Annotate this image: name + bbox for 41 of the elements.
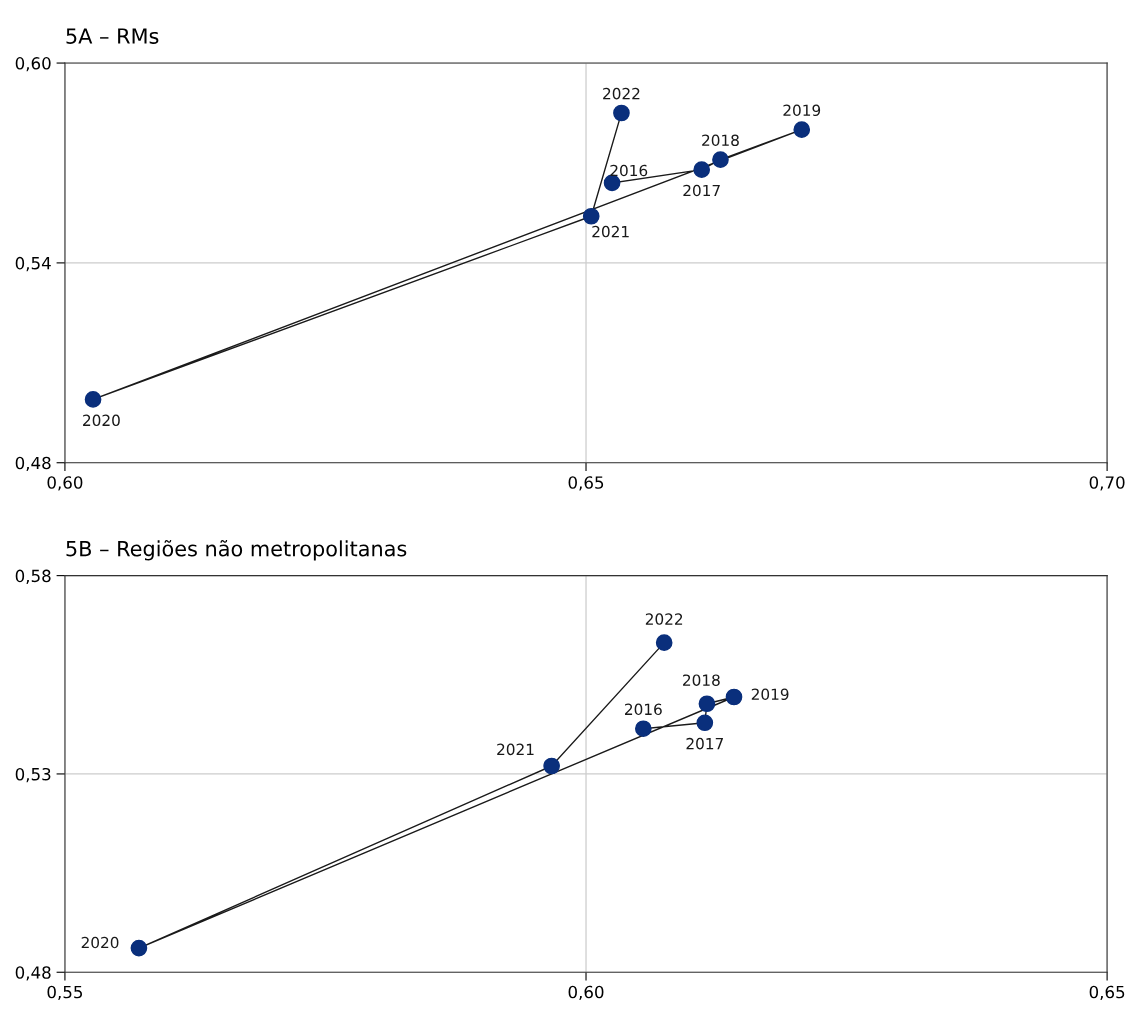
annotation: 2018 <box>683 674 720 686</box>
annotation: 2020 <box>81 936 119 949</box>
annotation: 2022 <box>645 613 683 625</box>
point <box>793 121 811 139</box>
chart-title: 5B – Regiões não metropolitanas <box>66 539 407 561</box>
y-tick-label: 0,58 <box>15 569 51 584</box>
point <box>698 695 716 713</box>
point <box>655 634 673 651</box>
point <box>84 391 102 408</box>
annotation: 2017 <box>686 737 723 750</box>
point <box>130 939 148 957</box>
y-tick-label: 0,60 <box>15 57 51 72</box>
annotation: 2016 <box>625 703 662 716</box>
x-tick-label: 0,70 <box>1089 476 1125 491</box>
x-tick-label: 0,65 <box>1089 985 1125 1001</box>
x-tick-label: 0,60 <box>47 476 83 491</box>
y-tick-label: 0,53 <box>15 767 51 783</box>
point <box>543 757 560 775</box>
annotation: 2022 <box>603 87 640 100</box>
chart-title: 5A – RMs <box>66 28 159 44</box>
annotation: 2016 <box>610 164 648 177</box>
point <box>693 161 711 178</box>
y-tick-label: 0,48 <box>15 966 51 981</box>
point <box>582 207 600 225</box>
x-tick-label: 0,55 <box>47 985 83 1001</box>
x-tick-label: 0,65 <box>568 476 604 491</box>
annotation: 2021 <box>497 743 534 756</box>
point <box>635 720 652 738</box>
point <box>696 714 714 732</box>
annotation: 2018 <box>702 134 739 147</box>
point <box>725 688 743 706</box>
annotation: 2017 <box>683 184 720 197</box>
x-tick-label: 0,60 <box>568 985 604 1001</box>
point <box>613 104 630 122</box>
y-tick-label: 0,48 <box>15 456 51 471</box>
annotation: 2021 <box>592 225 629 238</box>
y-tick-label: 0,54 <box>15 256 51 272</box>
annotation: 2020 <box>83 414 120 427</box>
annotation: 2019 <box>751 688 789 701</box>
point <box>712 151 729 168</box>
annotation: 2019 <box>783 104 821 117</box>
